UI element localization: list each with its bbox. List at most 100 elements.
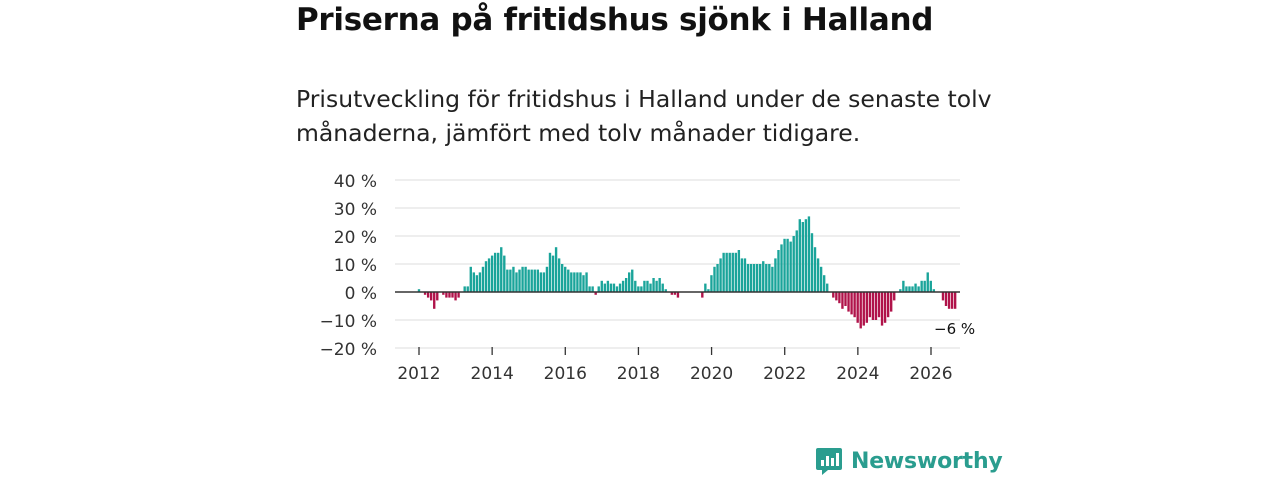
bar bbox=[490, 255, 494, 292]
bar bbox=[585, 272, 588, 292]
y-tick-label: 10 % bbox=[334, 256, 377, 276]
bar bbox=[433, 292, 436, 309]
bar bbox=[841, 292, 844, 309]
bar bbox=[917, 286, 920, 292]
x-tick-label: 2020 bbox=[690, 364, 733, 384]
bar bbox=[655, 280, 658, 292]
newsworthy-logo-icon bbox=[816, 448, 842, 475]
bar bbox=[469, 266, 472, 292]
bar bbox=[557, 258, 561, 292]
bar bbox=[628, 272, 631, 292]
bar bbox=[819, 266, 823, 292]
bar bbox=[908, 286, 911, 292]
bar bbox=[515, 272, 518, 292]
bar bbox=[527, 269, 530, 292]
x-tick-label: 2018 bbox=[617, 364, 660, 384]
bar bbox=[478, 272, 482, 292]
bar bbox=[637, 286, 640, 292]
bar bbox=[536, 269, 539, 292]
bar bbox=[874, 292, 878, 320]
bar bbox=[798, 219, 801, 292]
bar bbox=[570, 272, 573, 292]
bar bbox=[472, 272, 476, 292]
bar bbox=[835, 292, 838, 301]
bar bbox=[594, 292, 597, 295]
bar bbox=[701, 292, 704, 298]
y-tick-label: −10 % bbox=[320, 312, 377, 332]
bar bbox=[810, 233, 814, 292]
bar bbox=[765, 264, 768, 292]
x-tick-label: 2026 bbox=[909, 364, 952, 384]
bar bbox=[463, 286, 466, 292]
bar bbox=[816, 258, 820, 292]
bar bbox=[804, 219, 808, 292]
bar bbox=[792, 236, 795, 292]
bar bbox=[533, 269, 536, 292]
bar bbox=[893, 292, 896, 301]
bar bbox=[807, 216, 811, 292]
bar bbox=[789, 241, 792, 292]
bar bbox=[493, 252, 497, 292]
bar bbox=[512, 266, 515, 292]
bar bbox=[865, 292, 869, 323]
bar bbox=[606, 280, 610, 292]
bar bbox=[466, 286, 469, 292]
bar bbox=[932, 289, 936, 292]
bar bbox=[436, 292, 439, 301]
bar bbox=[734, 252, 738, 292]
bar bbox=[497, 252, 500, 292]
bar bbox=[649, 283, 652, 292]
bar bbox=[554, 247, 558, 292]
bar bbox=[844, 292, 847, 306]
bar bbox=[762, 261, 765, 292]
bar bbox=[710, 275, 713, 292]
bar bbox=[670, 292, 674, 295]
bar bbox=[859, 292, 862, 329]
bar bbox=[707, 289, 710, 292]
bar bbox=[664, 289, 667, 292]
y-tick-label: 40 % bbox=[334, 172, 377, 192]
bar-chart: 40 % 30 % 20 % 10 % 0 % −10 % −20 % 2012 2014 201… bbox=[320, 172, 976, 384]
bar bbox=[871, 292, 875, 320]
bar bbox=[643, 280, 646, 292]
bar bbox=[716, 264, 719, 292]
bar bbox=[640, 286, 643, 292]
bar bbox=[442, 292, 445, 295]
bar bbox=[795, 230, 798, 292]
bar bbox=[713, 266, 716, 292]
bar bbox=[518, 269, 521, 292]
bar bbox=[634, 280, 637, 292]
y-tick-label: 30 % bbox=[334, 200, 377, 220]
bar bbox=[567, 269, 570, 292]
bar bbox=[783, 238, 786, 292]
y-tick-label: 0 % bbox=[345, 284, 377, 304]
bar bbox=[542, 272, 546, 292]
bar bbox=[850, 292, 853, 315]
bar bbox=[740, 258, 744, 292]
bar bbox=[920, 280, 923, 292]
bar bbox=[676, 292, 680, 298]
bar bbox=[524, 266, 527, 292]
bar bbox=[429, 292, 433, 301]
bar bbox=[777, 250, 780, 292]
bar bbox=[899, 289, 902, 292]
bar bbox=[950, 292, 954, 309]
bar bbox=[947, 292, 951, 309]
bar bbox=[862, 292, 865, 326]
bar bbox=[877, 292, 881, 318]
bar bbox=[929, 280, 932, 292]
bar bbox=[826, 283, 829, 292]
bar bbox=[573, 272, 576, 292]
bar bbox=[728, 252, 731, 292]
bar bbox=[445, 292, 448, 298]
x-tick-label: 2014 bbox=[471, 364, 514, 384]
bar bbox=[588, 286, 591, 292]
bar bbox=[484, 261, 488, 292]
bar bbox=[621, 280, 625, 292]
bar bbox=[704, 283, 707, 292]
bar bbox=[731, 252, 734, 292]
bar bbox=[506, 269, 509, 292]
bar bbox=[423, 292, 427, 295]
bar bbox=[548, 252, 552, 292]
bar bbox=[609, 283, 613, 292]
